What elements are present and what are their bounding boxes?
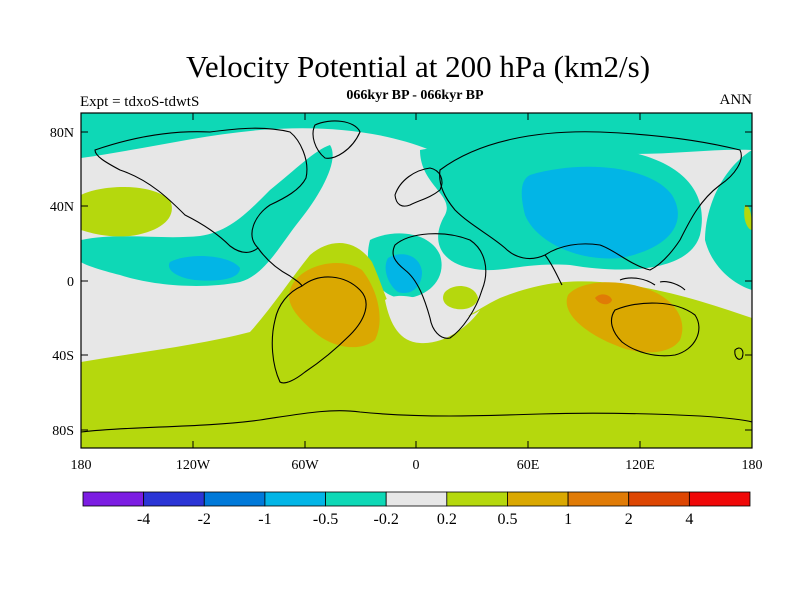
colorbar-swatch [143,491,205,507]
colorbar-swatch [385,491,448,507]
y-tick-label: 40N [50,200,74,215]
colorbar-swatch [325,491,387,507]
x-axis-labels: 180 120W 60W 0 60E 120E 180 [71,458,763,473]
colorbar-swatch [82,491,145,507]
y-tick-label: 0 [67,275,74,290]
colorbar-swatch [203,491,266,507]
x-tick-label: 180 [742,458,763,473]
colorbar-label: -4 [137,511,150,528]
map-title: Velocity Potential at 200 hPa (km2/s) [185,49,651,84]
colorbar-swatch [507,491,569,507]
colorbar-swatch [628,491,690,507]
colorbar-label: 4 [685,511,693,528]
colorbar-label: 0.2 [437,511,457,528]
y-tick-label: 80S [52,424,74,439]
colorbar-swatch [567,491,630,507]
y-axis-labels: 80N 40N 0 40S 80S [50,126,74,439]
map-subtitle: 066kyr BP - 066kyr BP [346,88,484,103]
tick-marks [80,113,753,448]
x-tick-label: 120W [176,458,211,473]
colorbar-label: -0.2 [374,511,399,528]
y-tick-label: 80N [50,126,74,141]
colorbar-label: -1 [258,511,271,528]
colorbar-label: 0.5 [497,511,517,528]
x-tick-label: 180 [71,458,92,473]
coastlines [81,120,752,433]
contour-fill [81,113,752,448]
colorbar-label: -0.5 [313,511,338,528]
x-tick-label: 120E [625,458,655,473]
colorbar-swatch [688,491,751,507]
colorbar-label: -2 [198,511,211,528]
colorbar-swatch [264,491,326,507]
colorbar: -4 -2 -1 -0.5 -0.2 0.2 0.5 1 2 4 [82,491,751,528]
season-label: ANN [719,92,753,108]
colorbar-swatch [446,491,508,507]
colorbar-label: 2 [625,511,633,528]
y-tick-label: 40S [52,349,74,364]
x-tick-label: 0 [413,458,420,473]
experiment-label: Expt = tdxoS-tdwtS [80,94,200,110]
colorbar-label: 1 [564,511,572,528]
x-tick-label: 60E [517,458,540,473]
x-tick-label: 60W [291,458,319,473]
